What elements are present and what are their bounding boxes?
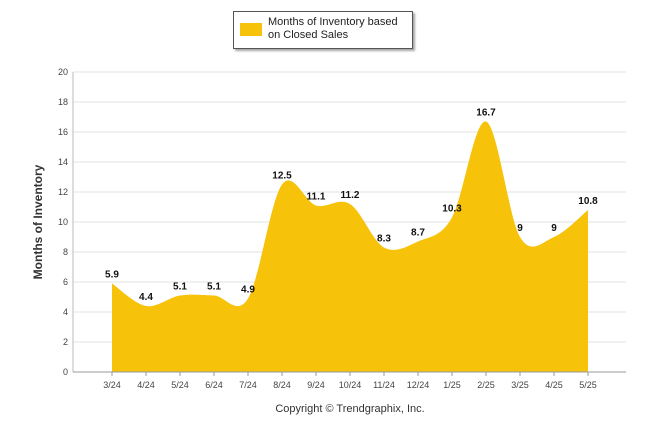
x-tick-label: 4/25 bbox=[545, 380, 563, 390]
data-label: 9 bbox=[551, 223, 557, 234]
x-tick-label: 11/24 bbox=[373, 380, 395, 390]
y-tick-label: 14 bbox=[58, 157, 68, 167]
data-labels: 5.9 4.4 5.1 5.1 4.9 12.5 11.1 11.2 8.3 8.7 10.3 16.… bbox=[105, 108, 598, 304]
y-tick-label: 18 bbox=[58, 97, 68, 107]
data-label: 11.1 bbox=[307, 192, 326, 203]
y-tick-label: 16 bbox=[58, 127, 68, 137]
data-label: 12.5 bbox=[272, 171, 292, 182]
x-tick-label: 6/24 bbox=[205, 380, 223, 390]
legend-swatch bbox=[240, 23, 262, 36]
x-tick-label: 9/24 bbox=[307, 380, 325, 390]
axes: 0 2 4 6 8 10 12 14 16 18 20 3/24 4/24 5/24 6/24 7/24 8/2… bbox=[58, 67, 626, 390]
y-tick-label: 2 bbox=[63, 337, 68, 347]
data-label: 10.8 bbox=[578, 196, 598, 207]
y-tick-label: 6 bbox=[63, 277, 68, 287]
y-tick-label: 20 bbox=[58, 67, 68, 77]
x-tick-label: 1/25 bbox=[443, 380, 461, 390]
x-tick-label: 8/24 bbox=[273, 380, 291, 390]
x-tick-label: 12/24 bbox=[407, 380, 430, 390]
x-tick-label: 10/24 bbox=[339, 380, 362, 390]
series-area bbox=[112, 121, 588, 372]
area-series-fill bbox=[112, 121, 588, 372]
x-tick-label: 5/24 bbox=[171, 380, 189, 390]
data-label: 5.1 bbox=[207, 282, 221, 293]
x-tick-label: 4/24 bbox=[137, 380, 155, 390]
x-tick-label: 3/25 bbox=[511, 380, 529, 390]
data-label: 4.4 bbox=[139, 292, 153, 303]
data-label: 5.1 bbox=[173, 282, 187, 293]
legend: Months of Inventory based on Closed Sale… bbox=[233, 11, 413, 49]
data-label: 8.3 bbox=[377, 234, 391, 245]
y-tick-label: 12 bbox=[58, 187, 68, 197]
copyright-text: Copyright © Trendgraphix, Inc. bbox=[275, 403, 425, 415]
x-tick-label: 7/24 bbox=[239, 380, 257, 390]
y-axis-title: Months of Inventory bbox=[31, 164, 45, 280]
data-label: 4.9 bbox=[241, 285, 255, 296]
data-label: 5.9 bbox=[105, 270, 119, 281]
data-label: 8.7 bbox=[411, 228, 425, 239]
y-tick-label: 8 bbox=[63, 247, 68, 257]
y-tick-label: 0 bbox=[63, 367, 68, 377]
x-tick-label: 3/24 bbox=[103, 380, 121, 390]
y-tick-label: 10 bbox=[58, 217, 68, 227]
x-tick-label: 5/25 bbox=[579, 380, 597, 390]
data-label: 10.3 bbox=[442, 204, 462, 215]
legend-label: Months of Inventory based on Closed Sale… bbox=[268, 16, 398, 41]
data-label: 11.2 bbox=[341, 190, 360, 201]
x-tick-label: 2/25 bbox=[477, 380, 495, 390]
data-label: 16.7 bbox=[476, 108, 496, 119]
data-label: 9 bbox=[517, 223, 523, 234]
y-tick-label: 4 bbox=[63, 307, 68, 317]
